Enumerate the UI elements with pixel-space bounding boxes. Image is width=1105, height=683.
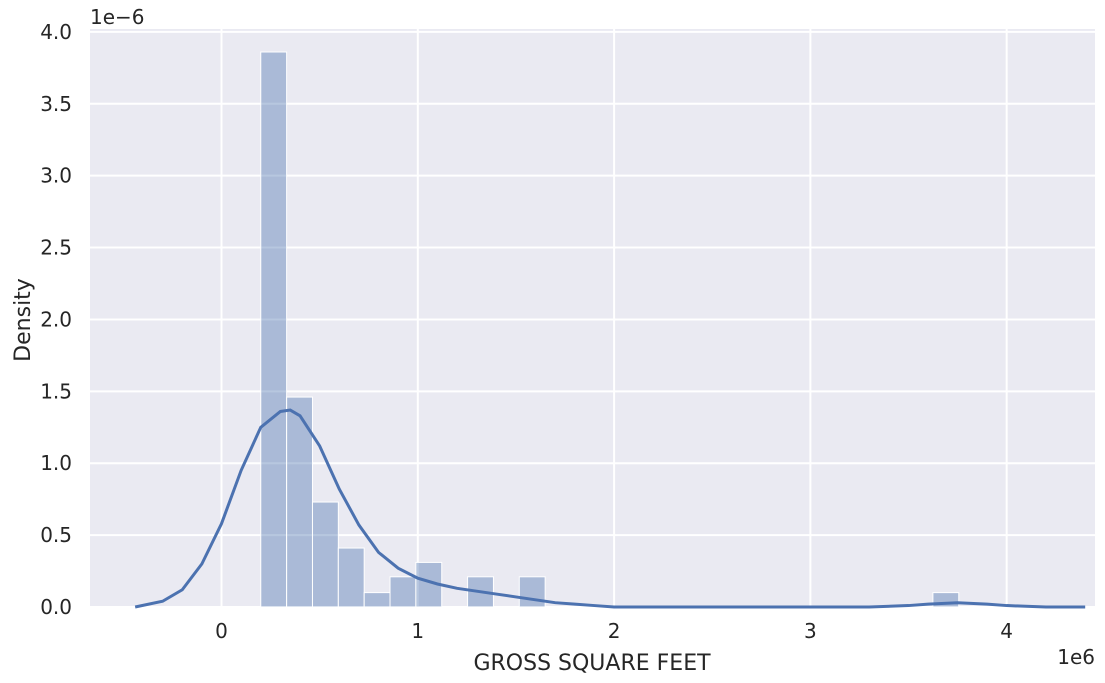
- y-tick-label-5: 2.5: [40, 236, 72, 260]
- y-offset-label: 1e−6: [90, 5, 145, 29]
- x-tick-label-4: 4: [1000, 619, 1013, 643]
- x-offset-label: 1e6: [1057, 645, 1095, 669]
- grid-lines: [90, 29, 1095, 608]
- histogram-bar-2: [311, 501, 339, 608]
- x-tick-label-2: 2: [608, 619, 621, 643]
- y-tick-label-4: 2.0: [40, 307, 72, 331]
- y-tick-label-2: 1.0: [40, 451, 72, 475]
- y-tick-label-6: 3.0: [40, 164, 72, 188]
- x-axis-label: GROSS SQUARE FEET: [473, 651, 711, 676]
- y-tick-label-0: 0.0: [40, 595, 72, 619]
- x-tick-label-1: 1: [411, 619, 424, 643]
- y-tick-label-7: 3.5: [40, 92, 72, 116]
- histogram-bar-4: [363, 592, 391, 608]
- y-tick-label-8: 4.0: [40, 20, 72, 44]
- histogram-bar-3: [337, 547, 365, 608]
- histogram-bar-10: [518, 576, 546, 608]
- y-tick-label-1: 0.5: [40, 523, 72, 547]
- y-axis-label: Density: [11, 278, 36, 362]
- x-tick-label-3: 3: [804, 619, 817, 643]
- kde-curve: [134, 408, 1086, 609]
- y-tick-labels: 0.0 0.5 1.0 1.5 2.0 2.5 3.0 3.5 4.0: [40, 20, 72, 619]
- histogram-bar-0: [260, 51, 288, 608]
- x-tick-label-0: 0: [215, 619, 228, 643]
- histogram-bar-5: [389, 576, 417, 608]
- y-tick-label-3: 1.5: [40, 379, 72, 403]
- histogram-bars: [260, 51, 960, 608]
- plot-background: [90, 29, 1095, 607]
- x-tick-labels: 0 1 2 3 4: [215, 619, 1013, 643]
